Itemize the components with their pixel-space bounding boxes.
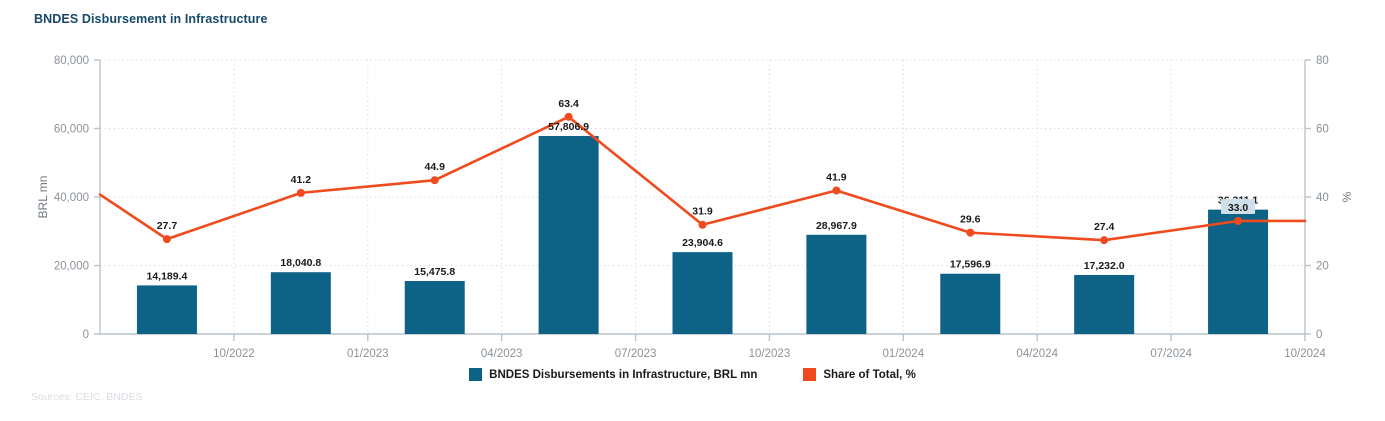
- line-value-label: 27.4: [1094, 221, 1115, 233]
- line-marker[interactable]: [162, 235, 171, 244]
- line-value-label: 63.4: [558, 98, 579, 110]
- legend-item-label: BNDES Disbursements in Infrastructure, B…: [489, 368, 758, 381]
- line-value-label: 29.6: [960, 214, 981, 226]
- bar[interactable]: [404, 280, 465, 334]
- line-marker[interactable]: [832, 186, 841, 195]
- legend-item-share-of-total[interactable]: Share of Total, %: [803, 368, 916, 381]
- bar-series-group: [136, 136, 1269, 334]
- bar-value-label: 15,475.8: [414, 266, 455, 278]
- x-axis-tick-label: 07/2023: [615, 348, 657, 360]
- x-axis-tick-label: 10/2022: [213, 348, 255, 360]
- legend-swatch-icon: [469, 368, 483, 381]
- x-axis-tick-label: 04/2024: [1016, 348, 1058, 360]
- x-axis-tick-label: 01/2023: [347, 348, 389, 360]
- line-value-label: 41.2: [291, 174, 312, 186]
- line-marker[interactable]: [1100, 236, 1109, 245]
- y-axis-left-tick-labels: 0 20,000 40,000 60,000 80,000: [54, 55, 89, 341]
- x-axis-tick-label: 04/2023: [481, 348, 523, 360]
- bar-value-label: 28,967.9: [816, 220, 857, 232]
- y-axis-tick-label: 80,000: [54, 55, 89, 67]
- line-label-backdrop: [1221, 198, 1256, 214]
- bar-value-label: 14,189.4: [147, 270, 188, 282]
- bar[interactable]: [672, 252, 733, 334]
- axis-titles-group: BRL mn%: [36, 176, 1354, 219]
- legend-swatch-icon: [803, 368, 817, 381]
- line-marker[interactable]: [1234, 216, 1243, 225]
- x-axis-tick-label: 10/2024: [1284, 348, 1326, 360]
- y2-axis-title: %: [1340, 191, 1354, 202]
- line-marker[interactable]: [296, 188, 305, 197]
- y-axis-right-tick-labels: 0 20 40 60 80: [1316, 55, 1329, 341]
- y2-axis-tick-label: 0: [1316, 329, 1322, 341]
- bar[interactable]: [1208, 209, 1269, 334]
- legend-item-label: Share of Total, %: [823, 368, 916, 381]
- bar[interactable]: [806, 234, 867, 334]
- x-axis-tick-label: 07/2024: [1150, 348, 1192, 360]
- bar[interactable]: [1074, 274, 1135, 334]
- line-value-label: 44.9: [425, 161, 446, 173]
- bar-value-labels-group: 14,189.4 18,040.8 15,475.8 57,806.9 23,904.6…: [147, 121, 1259, 282]
- y2-axis-tick-label: 20: [1316, 261, 1329, 273]
- y2-axis-tick-label: 40: [1316, 192, 1329, 204]
- y2-axis-tick-label: 80: [1316, 55, 1329, 67]
- line-marker[interactable]: [430, 176, 439, 185]
- y-axis-title: BRL mn: [36, 176, 50, 219]
- bar-value-label: 57,806.9: [548, 121, 589, 133]
- line-marker[interactable]: [564, 112, 573, 121]
- line-value-label: 41.9: [826, 171, 847, 183]
- bar[interactable]: [940, 273, 1001, 334]
- bar-value-label: 17,596.9: [950, 259, 991, 271]
- y-axis-tick-label: 0: [83, 329, 89, 341]
- line-value-labels-group: 27.7 41.2 44.9 63.4 31.9 41.9 29.6 27.4 33.0: [157, 98, 1256, 233]
- bar-value-label: 23,904.6: [682, 237, 723, 249]
- line-value-label: 33.0: [1228, 202, 1249, 214]
- x-axis-tick-label: 10/2023: [749, 348, 791, 360]
- chart-legend: BNDES Disbursements in Infrastructure, B…: [0, 368, 1385, 381]
- line-series-group: [98, 112, 1307, 245]
- bar[interactable]: [270, 272, 331, 334]
- line-value-label: 27.7: [157, 220, 178, 232]
- y-axis-tick-label: 60,000: [54, 124, 89, 136]
- legend-item-bndes-disbursements[interactable]: BNDES Disbursements in Infrastructure, B…: [469, 368, 757, 381]
- y2-axis-tick-label: 60: [1316, 124, 1329, 136]
- x-axis-tick-labels: 10/2022 01/2023 04/2023 07/2023 10/2023 01/20…: [213, 348, 1326, 360]
- y-axis-tick-label: 40,000: [54, 192, 89, 204]
- sources-note: Sources: CEIC, BNDES: [31, 391, 143, 403]
- chart-plot-area: 14,189.4 18,040.8 15,475.8 57,806.9 23,904.6…: [36, 55, 1354, 360]
- bar[interactable]: [136, 285, 197, 334]
- line-marker[interactable]: [966, 228, 975, 237]
- bar[interactable]: [538, 136, 599, 334]
- y-axis-tick-label: 20,000: [54, 261, 89, 273]
- line-marker[interactable]: [698, 220, 707, 229]
- x-axis-tick-label: 01/2024: [883, 348, 925, 360]
- line-value-label: 31.9: [692, 206, 713, 218]
- bar-value-label: 18,040.8: [280, 257, 321, 269]
- chart-title: BNDES Disbursement in Infrastructure: [34, 12, 268, 26]
- bar-value-label: 17,232.0: [1084, 260, 1125, 272]
